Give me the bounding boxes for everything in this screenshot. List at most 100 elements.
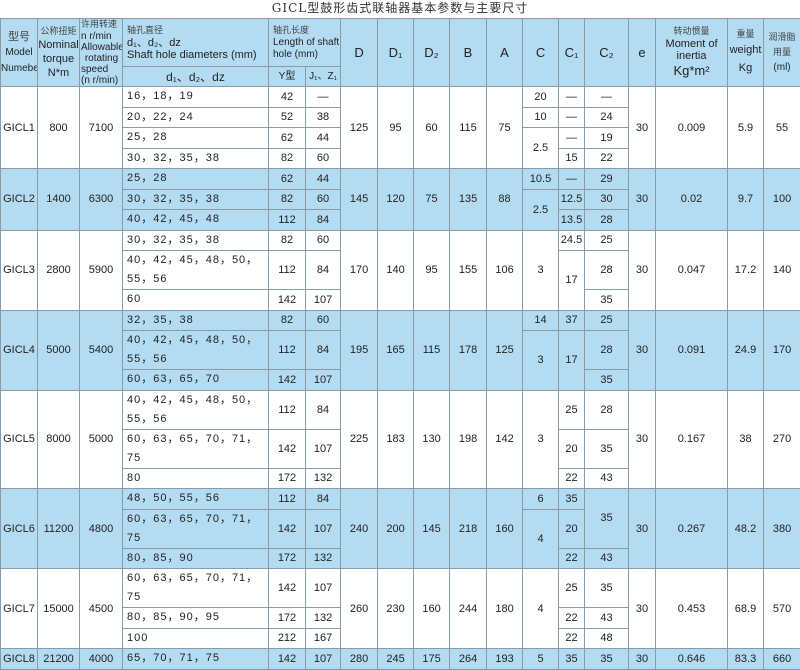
torque-cell: 21200	[38, 649, 80, 670]
header-moment-unit: Kg*m²	[656, 62, 727, 80]
length-y-cell: 112	[269, 489, 306, 510]
bore-diameters-cell: 40，42，45，48，50，55，56	[123, 331, 269, 370]
header-bore-en: Shaft hole diameters (mm)	[127, 49, 268, 61]
model-cell: GICL4	[1, 310, 38, 390]
weight-cell: 48.2	[728, 489, 764, 569]
D2-cell: 60	[414, 87, 450, 169]
length-j-cell: 167	[306, 628, 341, 649]
model-cell: GICL2	[1, 169, 38, 231]
header-bore-sub: d₁、d₂、dz	[123, 67, 269, 87]
D-cell: 240	[341, 489, 378, 569]
header-moment-en2: inertia	[656, 50, 727, 62]
weight-cell: 24.9	[728, 310, 764, 390]
bore-diameters-cell: 40，42，45，48，50，55，56	[123, 390, 269, 429]
header-bore-cn: 轴孔直径	[127, 25, 268, 37]
D-cell: 170	[341, 230, 378, 310]
header-model-en: Model	[1, 43, 37, 63]
table-title: GICL型鼓形齿式联轴器基本参数与主要尺寸	[0, 0, 800, 17]
bore-diameters-cell: 100	[123, 628, 269, 649]
header-torque-en2: torque	[38, 52, 79, 66]
length-j-cell: 44	[306, 128, 341, 149]
C-cell: 2.5	[523, 189, 559, 230]
C2-cell: 43	[585, 468, 629, 489]
grease-cell: 270	[764, 390, 800, 489]
length-y-cell: 112	[269, 390, 306, 429]
D1-cell: 140	[378, 230, 414, 310]
length-j-cell: 84	[306, 210, 341, 231]
header-moment-cn: 转动惯量	[656, 26, 727, 38]
D2-cell: 75	[414, 169, 450, 231]
length-y-cell: 112	[269, 331, 306, 370]
torque-cell: 8000	[38, 390, 80, 489]
speed-cell: 5900	[80, 230, 123, 310]
bore-diameters-cell: 20，22，24	[123, 107, 269, 128]
moment-cell: 0.453	[656, 569, 728, 649]
C-cell: 20	[523, 87, 559, 108]
C2-cell: 35	[585, 489, 629, 549]
D1-cell: 200	[378, 489, 414, 569]
length-j-cell: 60	[306, 189, 341, 210]
D2-cell: 175	[414, 649, 450, 670]
header-speed-l3: rotating	[81, 53, 122, 64]
C2-cell: 29	[585, 169, 629, 190]
header-D: D	[341, 19, 378, 87]
length-y-cell: 82	[269, 230, 306, 251]
D2-cell: 145	[414, 489, 450, 569]
length-j-cell: 84	[306, 331, 341, 370]
C1-cell: 35	[559, 649, 585, 670]
C-cell: 4	[523, 569, 559, 649]
length-y-cell: 212	[269, 628, 306, 649]
moment-cell: 0.646	[656, 649, 728, 670]
bore-diameters-cell: 30，32，35，38	[123, 230, 269, 251]
moment-cell: 0.047	[656, 230, 728, 310]
grease-cell: 570	[764, 569, 800, 649]
speed-cell: 4500	[80, 569, 123, 649]
speed-cell: 5000	[80, 390, 123, 489]
C2-cell: —	[585, 87, 629, 108]
header-D1: D₁	[378, 19, 414, 87]
header-speed-l4: speed	[81, 64, 122, 75]
header-torque-cn: 公称扭矩	[38, 26, 79, 38]
C2-cell: 24	[585, 107, 629, 128]
B-cell: 115	[450, 87, 487, 169]
length-j-cell: 38	[306, 107, 341, 128]
length-j-cell: 132	[306, 548, 341, 569]
C-cell: 3	[523, 331, 559, 391]
C1-cell: 17	[559, 251, 585, 311]
table-header: 型号 Model Numeber 公称扭矩 Nominal torque N*m…	[1, 19, 800, 87]
D-cell: 195	[341, 310, 378, 390]
length-j-cell: 44	[306, 169, 341, 190]
moment-cell: 0.267	[656, 489, 728, 569]
bore-diameters-cell: 60，63，65，70	[123, 370, 269, 391]
C1-cell: 22	[559, 548, 585, 569]
torque-cell: 15000	[38, 569, 80, 649]
grease-cell: 100	[764, 169, 800, 231]
C1-cell: —	[559, 128, 585, 149]
header-weight-cn: 重量	[728, 29, 763, 41]
header-speed-l2: Allowable	[81, 42, 122, 53]
header-weight-unit: Kg	[728, 59, 763, 77]
length-y-cell: 82	[269, 310, 306, 331]
C-cell: 10.5	[523, 169, 559, 190]
bore-diameters-cell: 16，18，19	[123, 87, 269, 108]
C2-cell: 22	[585, 148, 629, 169]
header-D2: D₂	[414, 19, 450, 87]
length-y-cell: 172	[269, 548, 306, 569]
bore-diameters-cell: 60，63，65，70，71，75	[123, 569, 269, 608]
header-grease: 润滑脂 用量 (ml)	[764, 19, 800, 87]
C-cell: 2.5	[523, 128, 559, 169]
torque-cell: 5000	[38, 310, 80, 390]
B-cell: 198	[450, 390, 487, 489]
length-y-cell: 112	[269, 210, 306, 231]
grease-cell: 170	[764, 310, 800, 390]
length-j-cell: 84	[306, 390, 341, 429]
length-y-cell: 172	[269, 468, 306, 489]
length-y-cell: 142	[269, 429, 306, 468]
header-grease-cn: 润滑脂	[764, 32, 800, 44]
bore-diameters-cell: 65，70，71，75	[123, 649, 269, 670]
D2-cell: 130	[414, 390, 450, 489]
length-j-cell: 60	[306, 230, 341, 251]
length-y-cell: 82	[269, 189, 306, 210]
C1-cell: 37	[559, 310, 585, 331]
